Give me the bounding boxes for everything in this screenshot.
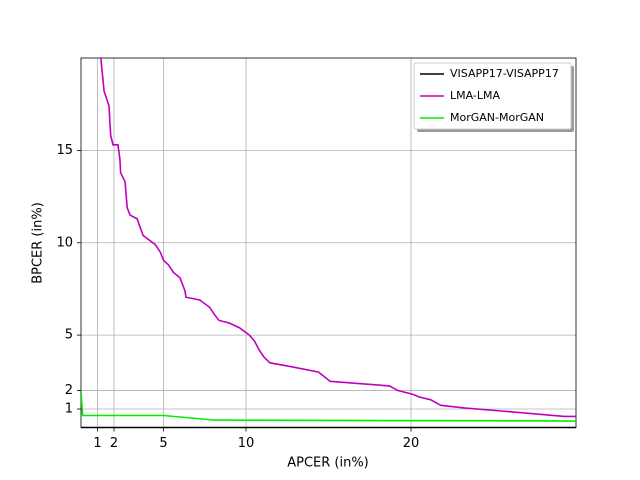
series-line: [81, 390, 576, 422]
x-tick-label: 5: [159, 436, 167, 451]
y-tick-label: 5: [65, 328, 73, 343]
legend: VISAPP17-VISAPP17 LMA-LMA MorGAN-MorGAN: [413, 62, 574, 132]
y-tick-label: 1: [65, 402, 73, 417]
x-tick-label: 10: [238, 436, 255, 451]
x-tick-label: 1: [93, 436, 101, 451]
legend-label: VISAPP17-VISAPP17: [450, 67, 559, 80]
series-line: [100, 58, 576, 418]
y-axis-label: BPCER (in%): [31, 202, 46, 284]
x-tick-label: 2: [110, 436, 118, 451]
y-tick-label: 2: [65, 383, 73, 398]
legend-label: LMA-LMA: [450, 89, 500, 102]
y-tick-label: 15: [56, 143, 73, 158]
x-tick-label: 20: [403, 436, 420, 451]
y-tick-label: 10: [56, 235, 73, 250]
legend-box: [413, 62, 572, 130]
legend-label: MorGAN-MorGAN: [450, 111, 544, 124]
x-axis-label: APCER (in%): [287, 456, 369, 471]
